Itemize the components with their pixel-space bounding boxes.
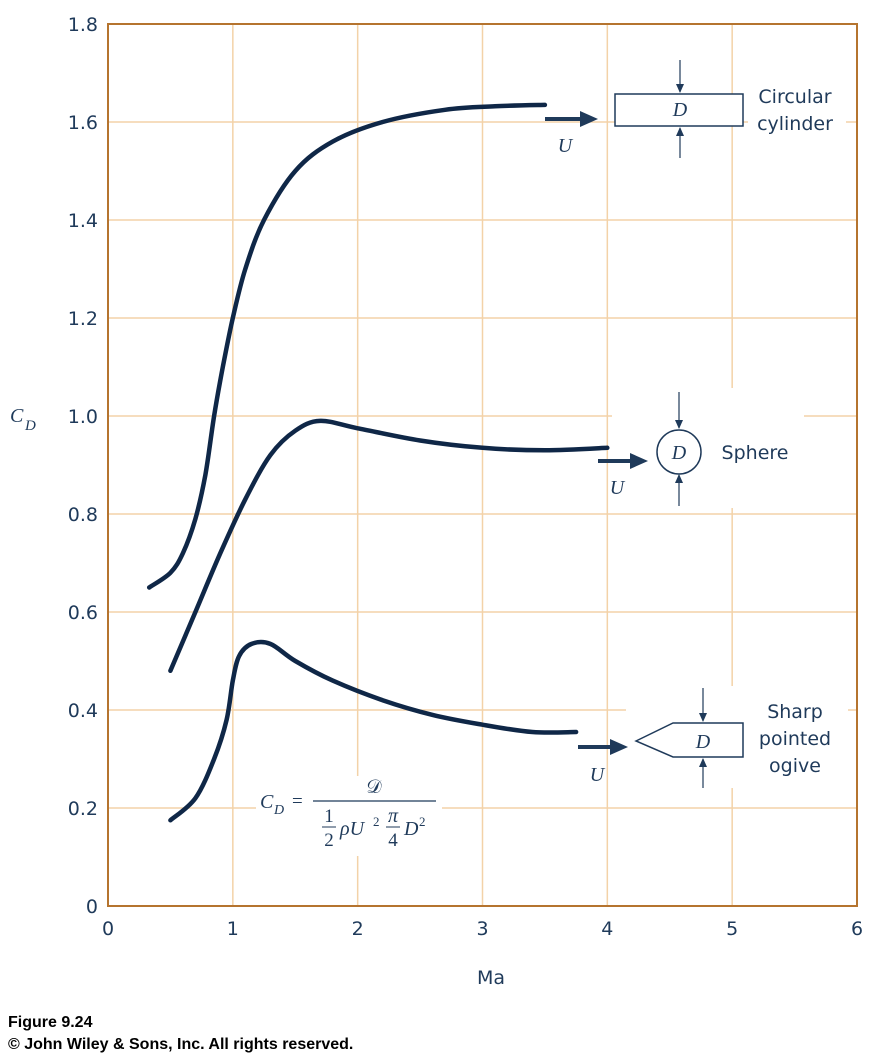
x-tick-label: 2 [352, 918, 364, 940]
ogive-label-line3: ogive [769, 755, 821, 777]
cylinder-u-label: U [558, 135, 574, 157]
y-tick-label: 0.8 [68, 504, 98, 526]
ogive-u-label: U [590, 764, 606, 786]
ogive-label-line2: pointed [759, 728, 831, 750]
figure-number: Figure 9.24 [8, 1014, 93, 1031]
formula-pi: π [388, 805, 399, 827]
sphere-u-label: U [610, 477, 626, 499]
y-tick-label: 0.2 [68, 798, 98, 820]
y-tick-label: 0.6 [68, 602, 98, 624]
sphere-flow-arrowhead [630, 453, 648, 469]
cylinder-flow-arrowhead [580, 111, 598, 127]
formula-d-exp: 2 [419, 814, 426, 829]
formula-rho-u: ρU [339, 818, 366, 840]
x-axis-label: Ma [477, 967, 505, 989]
y-tick-labels: 0 0.2 0.4 0.6 0.8 1.0 1.2 1.4 1.6 1.8 [68, 14, 98, 918]
y-tick-label: 1.2 [68, 308, 98, 330]
y-axis-label: C D [10, 405, 36, 434]
ogive-flow-arrowhead [610, 739, 628, 755]
sphere-area-bg [612, 388, 804, 508]
formula-equals: = [292, 791, 303, 812]
series-layer [146, 102, 610, 823]
y-tick-label: 1.0 [68, 406, 98, 428]
y-tick-label: 0.4 [68, 700, 98, 722]
ogive-diagram: D U Sharp pointed ogive [578, 686, 848, 788]
y-axis-label-sub: D [24, 418, 36, 434]
series-line-sphere [168, 418, 610, 674]
cylinder-label-bg [748, 78, 846, 138]
series-line-sharp-pointed-ogive [168, 639, 579, 823]
cylinder-label-line2: cylinder [757, 113, 833, 135]
cylinder-d-label: D [672, 99, 688, 121]
ogive-dim-top-arrow [699, 713, 707, 722]
ogive-d-label: D [695, 731, 711, 753]
y-tick-label: 1.4 [68, 210, 98, 232]
sphere-diagram: D U Sphere [598, 388, 804, 508]
x-tick-label: 3 [476, 918, 488, 940]
sphere-dim-top-arrow [675, 420, 683, 429]
formula-half-den: 2 [324, 830, 334, 851]
y-axis-label-main: C [10, 405, 24, 427]
sphere-dim-bottom-arrow [675, 474, 683, 483]
ogive-dim-bottom-arrow [699, 758, 707, 767]
cylinder-shape [614, 93, 744, 127]
formula-d: D [403, 818, 419, 840]
formula-lhs: C [260, 791, 274, 813]
x-tick-label: 1 [227, 918, 239, 940]
formula-lhs-sub: D [273, 803, 284, 818]
figure-caption: Figure 9.24 © John Wiley & Sons, Inc. Al… [8, 1012, 353, 1056]
cylinder-dim-bottom-arrow [676, 127, 684, 136]
sphere-d-label: D [671, 442, 687, 464]
series-line-circular-cylinder [146, 102, 548, 590]
formula-half-num: 1 [324, 806, 334, 827]
ogive-label-line1: Sharp [767, 701, 823, 723]
cylinder-diagram: D U Circular cylinder [545, 60, 846, 158]
cylinder-dim-top-arrow [676, 84, 684, 93]
x-tick-labels: 0 1 2 3 4 5 6 [102, 918, 863, 940]
formula-u-exp: 2 [373, 814, 380, 829]
formula-bg [256, 776, 442, 856]
cylinder-label-line1: Circular [758, 86, 831, 108]
y-tick-label: 0 [86, 896, 98, 918]
drag-formula: C D = 𝒟 1 2 ρU 2 π 4 D 2 [256, 776, 442, 856]
copyright-notice: © John Wiley & Sons, Inc. All rights res… [8, 1036, 354, 1053]
formula-pi-den: 4 [388, 830, 398, 851]
plot-frame [107, 23, 858, 907]
sphere-label: Sphere [722, 442, 789, 464]
formula-numerator: 𝒟 [366, 777, 382, 798]
x-tick-label: 6 [851, 918, 863, 940]
x-tick-label: 5 [726, 918, 738, 940]
x-tick-label: 0 [102, 918, 114, 940]
y-tick-label: 1.8 [68, 14, 98, 36]
x-tick-label: 4 [601, 918, 613, 940]
y-tick-label: 1.6 [68, 112, 98, 134]
ogive-shape [634, 722, 744, 758]
